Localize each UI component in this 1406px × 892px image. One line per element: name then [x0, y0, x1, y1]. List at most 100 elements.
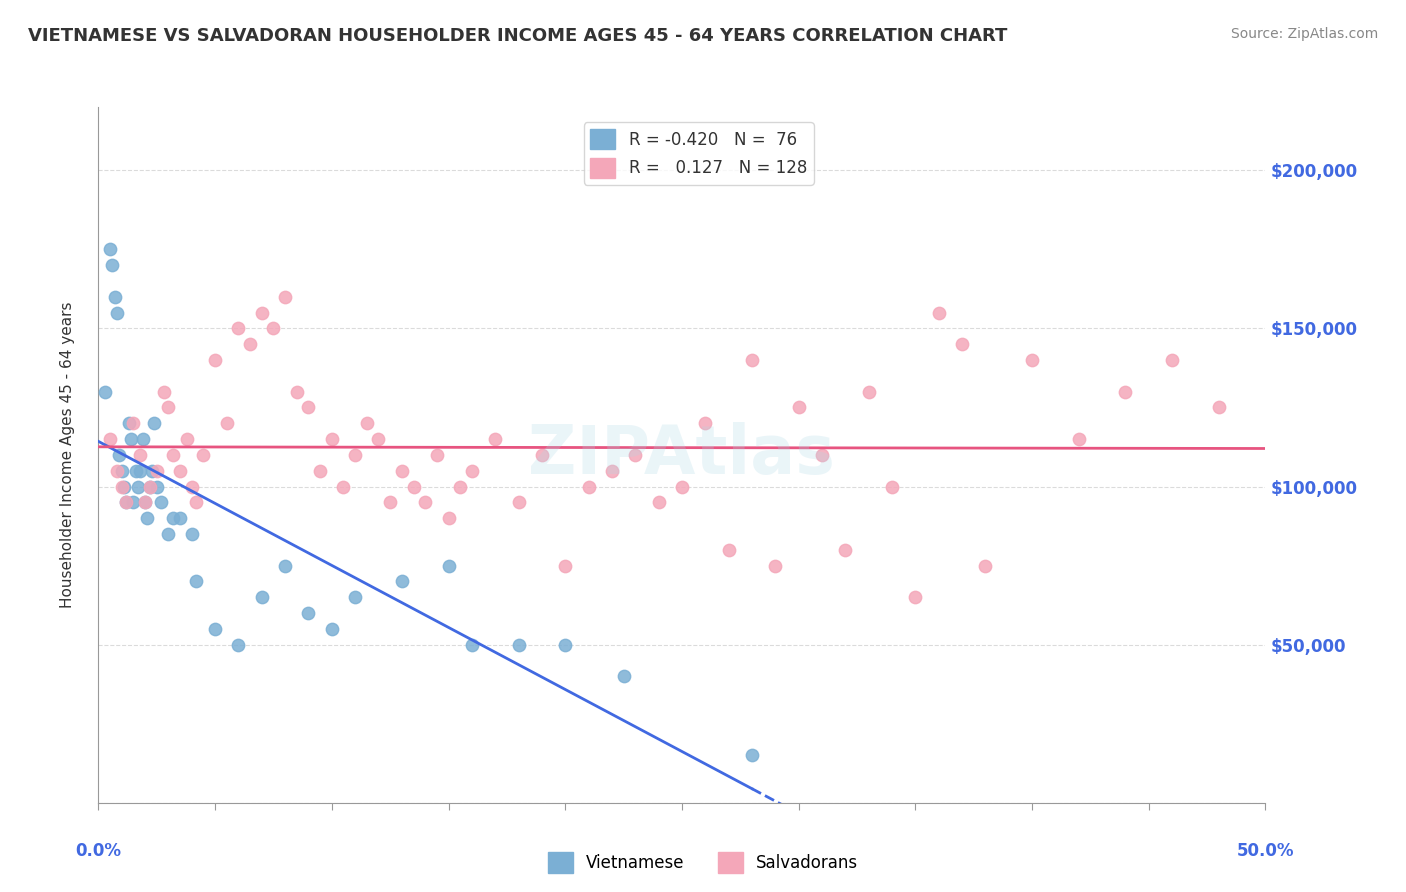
Point: [186, 574, 208, 589]
Point: [157, 527, 180, 541]
Point: [250, 305, 273, 319]
Point: [413, 495, 436, 509]
Point: [204, 622, 226, 636]
Point: [741, 748, 763, 763]
Point: [139, 479, 162, 493]
Point: [647, 495, 669, 509]
Point: [391, 464, 413, 478]
Point: [176, 432, 198, 446]
Text: 0.0%: 0.0%: [76, 842, 121, 860]
Point: [285, 384, 308, 399]
Point: [437, 511, 460, 525]
Point: [344, 591, 367, 605]
Point: [143, 417, 166, 431]
Point: [204, 353, 226, 368]
Point: [105, 305, 128, 319]
Point: [150, 495, 173, 509]
Point: [1067, 432, 1090, 446]
Point: [146, 464, 169, 478]
Text: VIETNAMESE VS SALVADORAN HOUSEHOLDER INCOME AGES 45 - 64 YEARS CORRELATION CHART: VIETNAMESE VS SALVADORAN HOUSEHOLDER INC…: [28, 27, 1008, 45]
Point: [115, 495, 138, 509]
Point: [1114, 384, 1136, 399]
Point: [250, 591, 273, 605]
Point: [152, 384, 174, 399]
Point: [763, 558, 786, 573]
Point: [1208, 401, 1230, 415]
Point: [834, 542, 856, 557]
Point: [554, 558, 576, 573]
Point: [239, 337, 262, 351]
Point: [162, 448, 184, 462]
Point: [880, 479, 903, 493]
Point: [344, 448, 367, 462]
Point: [367, 432, 389, 446]
Point: [104, 290, 127, 304]
Point: [321, 622, 343, 636]
Point: [391, 574, 413, 589]
Point: [378, 495, 402, 509]
Point: [111, 479, 134, 493]
Point: [120, 432, 142, 446]
Point: [122, 417, 145, 431]
Point: [132, 432, 155, 446]
Point: [297, 606, 319, 620]
Point: [122, 495, 145, 509]
Y-axis label: Householder Income Ages 45 - 64 years: Householder Income Ages 45 - 64 years: [60, 301, 75, 608]
Point: [180, 479, 202, 493]
Point: [904, 591, 927, 605]
Point: [101, 258, 124, 272]
Point: [129, 464, 152, 478]
Point: [741, 353, 763, 368]
Point: [193, 448, 215, 462]
Point: [437, 558, 460, 573]
Text: Source: ZipAtlas.com: Source: ZipAtlas.com: [1230, 27, 1378, 41]
Point: [105, 464, 128, 478]
Point: [858, 384, 880, 399]
Point: [169, 511, 191, 525]
Point: [554, 638, 576, 652]
Point: [111, 464, 134, 478]
Point: [169, 464, 191, 478]
Point: [600, 464, 623, 478]
Point: [186, 495, 208, 509]
Point: [356, 417, 378, 431]
Point: [787, 401, 810, 415]
Point: [530, 448, 553, 462]
Point: [613, 669, 636, 683]
Point: [112, 479, 135, 493]
Point: [274, 558, 297, 573]
Point: [1021, 353, 1043, 368]
Point: [426, 448, 449, 462]
Point: [671, 479, 693, 493]
Text: 50.0%: 50.0%: [1237, 842, 1294, 860]
Text: ZIPAtlas: ZIPAtlas: [529, 422, 835, 488]
Point: [262, 321, 284, 335]
Point: [141, 464, 163, 478]
Point: [461, 638, 484, 652]
Point: [624, 448, 647, 462]
Point: [484, 432, 506, 446]
Point: [136, 511, 159, 525]
Point: [402, 479, 425, 493]
Point: [508, 638, 530, 652]
Point: [134, 495, 156, 509]
Point: [162, 511, 184, 525]
Point: [332, 479, 354, 493]
Point: [146, 479, 169, 493]
Point: [134, 495, 156, 509]
Point: [215, 417, 238, 431]
Point: [578, 479, 600, 493]
Point: [108, 448, 131, 462]
Point: [125, 464, 148, 478]
Point: [449, 479, 471, 493]
Point: [139, 479, 162, 493]
Point: [309, 464, 332, 478]
Point: [115, 495, 138, 509]
Point: [118, 417, 141, 431]
Legend: R = -0.420   N =  76, R =   0.127   N = 128: R = -0.420 N = 76, R = 0.127 N = 128: [583, 122, 814, 185]
Point: [98, 432, 121, 446]
Point: [321, 432, 343, 446]
Point: [297, 401, 319, 415]
Point: [950, 337, 973, 351]
Point: [94, 384, 117, 399]
